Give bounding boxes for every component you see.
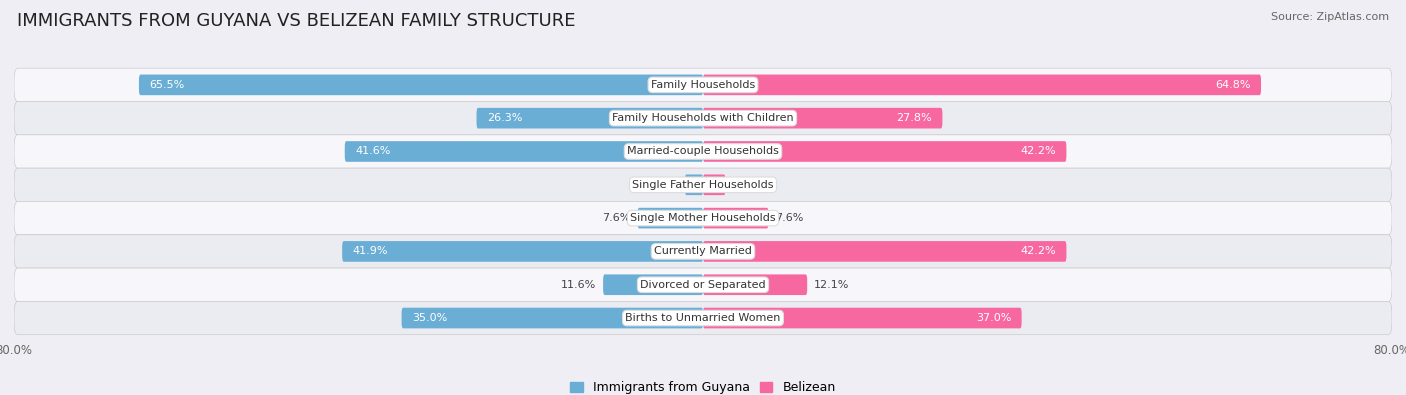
FancyBboxPatch shape	[703, 75, 1261, 95]
Text: Births to Unmarried Women: Births to Unmarried Women	[626, 313, 780, 323]
FancyBboxPatch shape	[14, 135, 1392, 168]
FancyBboxPatch shape	[703, 141, 1066, 162]
Text: 41.6%: 41.6%	[356, 147, 391, 156]
Text: IMMIGRANTS FROM GUYANA VS BELIZEAN FAMILY STRUCTURE: IMMIGRANTS FROM GUYANA VS BELIZEAN FAMIL…	[17, 12, 575, 30]
FancyBboxPatch shape	[703, 241, 1066, 262]
FancyBboxPatch shape	[402, 308, 703, 328]
Text: 2.1%: 2.1%	[650, 180, 678, 190]
Legend: Immigrants from Guyana, Belizean: Immigrants from Guyana, Belizean	[571, 381, 835, 394]
FancyBboxPatch shape	[703, 275, 807, 295]
FancyBboxPatch shape	[703, 208, 769, 228]
FancyBboxPatch shape	[703, 108, 942, 128]
FancyBboxPatch shape	[703, 175, 725, 195]
FancyBboxPatch shape	[685, 175, 703, 195]
Text: 35.0%: 35.0%	[412, 313, 447, 323]
Text: 12.1%: 12.1%	[814, 280, 849, 290]
Text: 42.2%: 42.2%	[1021, 246, 1056, 256]
Text: 7.6%: 7.6%	[602, 213, 631, 223]
Text: Single Father Households: Single Father Households	[633, 180, 773, 190]
FancyBboxPatch shape	[477, 108, 703, 128]
Text: 64.8%: 64.8%	[1215, 80, 1251, 90]
FancyBboxPatch shape	[703, 308, 1022, 328]
Text: Family Households with Children: Family Households with Children	[612, 113, 794, 123]
Text: 41.9%: 41.9%	[353, 246, 388, 256]
FancyBboxPatch shape	[14, 102, 1392, 135]
FancyBboxPatch shape	[342, 241, 703, 262]
FancyBboxPatch shape	[14, 168, 1392, 201]
Text: Currently Married: Currently Married	[654, 246, 752, 256]
FancyBboxPatch shape	[14, 68, 1392, 102]
Text: 37.0%: 37.0%	[976, 313, 1011, 323]
Text: 42.2%: 42.2%	[1021, 147, 1056, 156]
FancyBboxPatch shape	[14, 268, 1392, 301]
Text: Married-couple Households: Married-couple Households	[627, 147, 779, 156]
Text: Source: ZipAtlas.com: Source: ZipAtlas.com	[1271, 12, 1389, 22]
Text: 7.6%: 7.6%	[775, 213, 804, 223]
FancyBboxPatch shape	[14, 201, 1392, 235]
Text: 2.6%: 2.6%	[733, 180, 761, 190]
Text: Single Mother Households: Single Mother Households	[630, 213, 776, 223]
Text: Family Households: Family Households	[651, 80, 755, 90]
FancyBboxPatch shape	[344, 141, 703, 162]
FancyBboxPatch shape	[14, 301, 1392, 335]
Text: 11.6%: 11.6%	[561, 280, 596, 290]
Text: 26.3%: 26.3%	[486, 113, 522, 123]
Text: 65.5%: 65.5%	[149, 80, 184, 90]
Text: Divorced or Separated: Divorced or Separated	[640, 280, 766, 290]
FancyBboxPatch shape	[14, 235, 1392, 268]
Text: 27.8%: 27.8%	[897, 113, 932, 123]
FancyBboxPatch shape	[637, 208, 703, 228]
FancyBboxPatch shape	[603, 275, 703, 295]
FancyBboxPatch shape	[139, 75, 703, 95]
